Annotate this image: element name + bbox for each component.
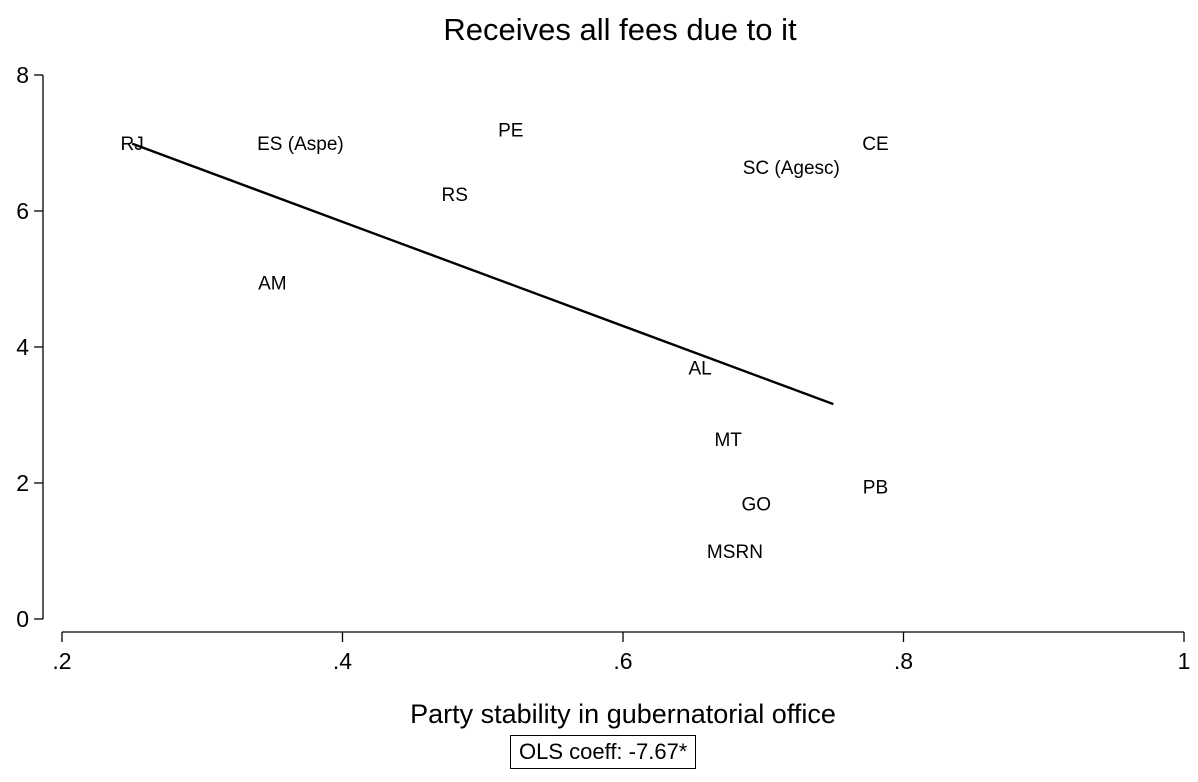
point-label-pb: PB — [863, 477, 888, 498]
point-label-rj: RJ — [121, 134, 144, 155]
point-label-pe: PE — [498, 120, 523, 141]
point-label-es: ES (Aspe) — [257, 134, 344, 155]
point-label-rs: RS — [441, 185, 467, 206]
point-label-am: AM — [258, 273, 287, 294]
y-tick-label: 0 — [16, 606, 29, 632]
point-labels: RJ ES (Aspe) PE RS AM CE SC (Agesc) AL MT PB GO MS R… — [121, 120, 889, 563]
point-label-ms: MS — [707, 542, 736, 563]
x-tick-label: .4 — [333, 648, 352, 674]
ols-coefficient-note: OLS coeff: -7.67* — [510, 735, 697, 769]
x-tick-label: .2 — [52, 648, 71, 674]
chart-title: Receives all fees due to it — [443, 12, 797, 47]
y-tick-label: 8 — [16, 62, 29, 88]
x-tick-label: 1 — [1178, 648, 1191, 674]
x-tick-label: .6 — [613, 648, 632, 674]
y-tick-label: 4 — [16, 334, 29, 360]
point-label-sc: SC (Agesc) — [743, 158, 840, 179]
x-axis: .2 .4 .6 .8 1 — [52, 631, 1191, 674]
point-label-mt: MT — [714, 430, 742, 451]
fit-line-group — [131, 142, 834, 406]
y-tick-label: 2 — [16, 470, 29, 496]
x-tick-label: .8 — [894, 648, 913, 674]
point-label-rn: RN — [735, 542, 762, 563]
x-axis-title: Party stability in gubernatorial office — [410, 699, 836, 729]
y-tick-label: 6 — [16, 198, 29, 224]
point-label-ce: CE — [862, 134, 888, 155]
y-axis: 0 2 4 6 8 — [16, 62, 44, 632]
point-label-go: GO — [741, 494, 771, 515]
ols-fit-line — [131, 142, 834, 406]
point-label-al: AL — [689, 358, 712, 379]
